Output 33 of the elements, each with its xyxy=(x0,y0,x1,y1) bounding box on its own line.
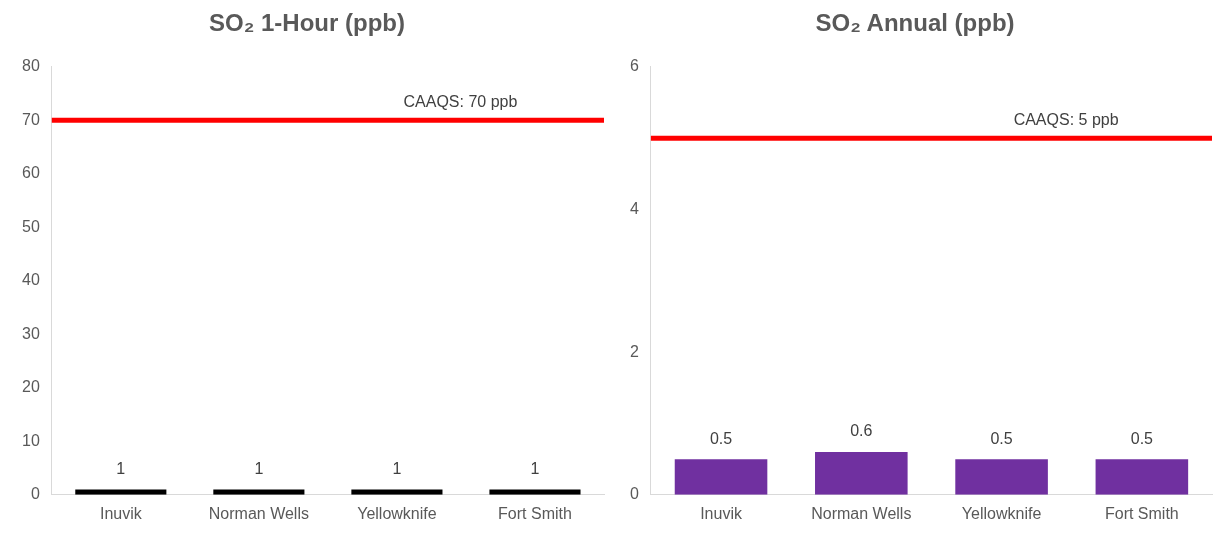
data-label: 1 xyxy=(254,459,264,477)
data-label: 0.5 xyxy=(990,429,1013,447)
x-tick-label: Yellowknife xyxy=(961,504,1042,522)
x-tick-label: Fort Smith xyxy=(498,504,572,522)
data-label: 0.6 xyxy=(850,422,873,440)
x-tick-label: Fort Smith xyxy=(1104,504,1179,522)
y-tick-label: 30 xyxy=(22,324,40,342)
data-label: 1 xyxy=(116,459,126,477)
x-tick-label: Norman Wells xyxy=(811,504,912,522)
x-tick-label: Inuvik xyxy=(700,504,743,522)
x-tick-label: Norman Wells xyxy=(208,504,309,522)
y-tick-label: 20 xyxy=(22,378,40,396)
chart-title: SO₂ Annual (ppb) xyxy=(815,9,1015,37)
y-tick-label: 2 xyxy=(629,342,639,360)
y-tick-label: 70 xyxy=(22,110,40,128)
data-label: 1 xyxy=(530,459,540,477)
data-label: 0.5 xyxy=(709,429,733,447)
ref-line-label: CAAQS: 70 ppb xyxy=(403,92,518,110)
x-tick-label: Yellowknife xyxy=(357,504,437,522)
x-tick-label: Inuvik xyxy=(99,504,143,522)
y-tick-label: 80 xyxy=(22,57,40,75)
y-tick-label: 40 xyxy=(22,271,40,289)
y-tick-label: 50 xyxy=(22,217,40,235)
data-label: 0.5 xyxy=(1130,429,1154,447)
y-tick-label: 0 xyxy=(629,485,639,503)
y-tick-label: 60 xyxy=(22,164,40,182)
data-label: 1 xyxy=(392,459,402,477)
chart-title: SO₂ 1-Hour (ppb) xyxy=(209,9,405,37)
y-tick-label: 6 xyxy=(629,57,639,75)
y-tick-label: 4 xyxy=(629,199,639,217)
ref-line-label: CAAQS: 5 ppb xyxy=(1013,110,1119,128)
y-tick-label: 0 xyxy=(30,485,40,503)
y-tick-label: 10 xyxy=(22,431,40,449)
